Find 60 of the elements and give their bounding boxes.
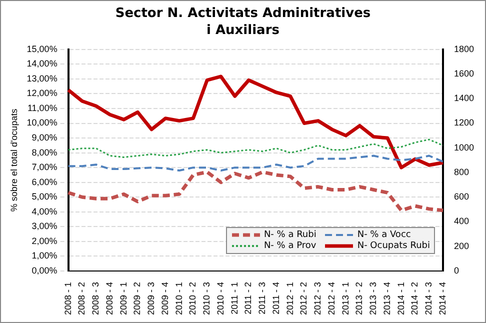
legend-label: N- % a Prov (264, 241, 316, 251)
x-tick-label: 2009 - 1 (118, 282, 128, 316)
y2-tick-label: 200 (454, 240, 470, 251)
y-tick-label: 6,00% (32, 176, 58, 187)
legend-label: N- % a Rubi (264, 230, 316, 240)
y-tick-label: 7,00% (32, 162, 58, 172)
x-tick-label: 2011 - 4 (270, 282, 281, 314)
x-tick-label: 2012 - 2 (298, 282, 309, 316)
x-tick-label: 2014 - 3 (424, 282, 434, 316)
y-tick-label: 15,00% (26, 44, 58, 54)
chart-title: Sector N. Activitats Adminitratives i Auxiliars (114, 5, 372, 39)
y2-tick-label: 1400 (454, 93, 474, 104)
legend-label: N- Ocupats Rubi (357, 241, 430, 251)
x-tick-label: 2013 - 4 (382, 282, 392, 316)
y-tick-label: 1,00% (32, 250, 58, 261)
x-tick-label: 2014 - 1 (396, 282, 406, 316)
x-tick-label: 2013 - 3 (368, 282, 378, 316)
y-tick-label: 3,00% (32, 221, 58, 232)
y2-tick-label: 1800 (454, 44, 474, 54)
y-tick-label: 12,00% (26, 88, 58, 98)
y-tick-label: 10,00% (26, 118, 58, 128)
y-axis-title: % sobre el total d'ocupats (8, 108, 19, 212)
x-tick-label: 2011 - 1 (229, 282, 240, 314)
x-tick-label: 2011 - 2 (243, 282, 254, 314)
x-tick-label: 2010 - 3 (202, 282, 212, 316)
x-tick-label: 2008 - 1 (62, 282, 73, 316)
y2-tick-label: 800 (454, 166, 470, 177)
y-tick-label: 9,00% (32, 132, 58, 143)
y2-tick-label: 0 (454, 265, 459, 276)
x-tick-label: 2012 - 3 (312, 282, 323, 316)
y2-tick-label: 1600 (454, 68, 474, 79)
x-tick-label: 2013 - 1 (340, 282, 350, 316)
y2-tick-label: 1200 (454, 118, 474, 128)
y-tick-label: 2,00% (32, 236, 58, 246)
x-tick-label: 2014 - 2 (410, 282, 420, 316)
y-tick-label: 8,00% (32, 147, 58, 158)
x-tick-label: 2010 - 1 (174, 282, 184, 316)
y-tick-label: 13,00% (26, 73, 58, 84)
y2-tick-label: 400 (454, 216, 470, 226)
x-tick-label: 2010 - 2 (188, 282, 198, 316)
x-tick-label: 2012 - 4 (326, 282, 336, 316)
y2-tick-label: 600 (454, 192, 470, 202)
y-tick-label: 4,00% (32, 206, 58, 216)
y2-tick-label: 1000 (454, 142, 474, 152)
x-tick-label: 2012 - 1 (284, 282, 295, 316)
x-tick-label: 2008 - 4 (104, 282, 114, 316)
legend-label: N- % a Vocc (357, 230, 411, 240)
x-tick-label: 2009 - 4 (160, 282, 170, 316)
y-tick-label: 11,00% (27, 102, 58, 113)
x-tick-label: 2009 - 2 (132, 282, 142, 316)
x-tick-label: 2008 - 2 (76, 282, 87, 316)
x-tick-label: 2009 - 3 (146, 282, 156, 316)
x-tick-label: 2013 - 2 (354, 282, 364, 316)
x-tick-label: 2010 - 4 (215, 282, 226, 316)
y-tick-label: 5,00% (32, 192, 58, 202)
x-tick-label: 2014 - 4 (437, 282, 448, 316)
y-tick-label: 0,00% (32, 265, 58, 276)
x-tick-label: 2011 - 3 (257, 282, 268, 314)
x-tick-label: 2008 - 3 (90, 282, 101, 316)
y-tick-label: 14,00% (26, 58, 58, 69)
